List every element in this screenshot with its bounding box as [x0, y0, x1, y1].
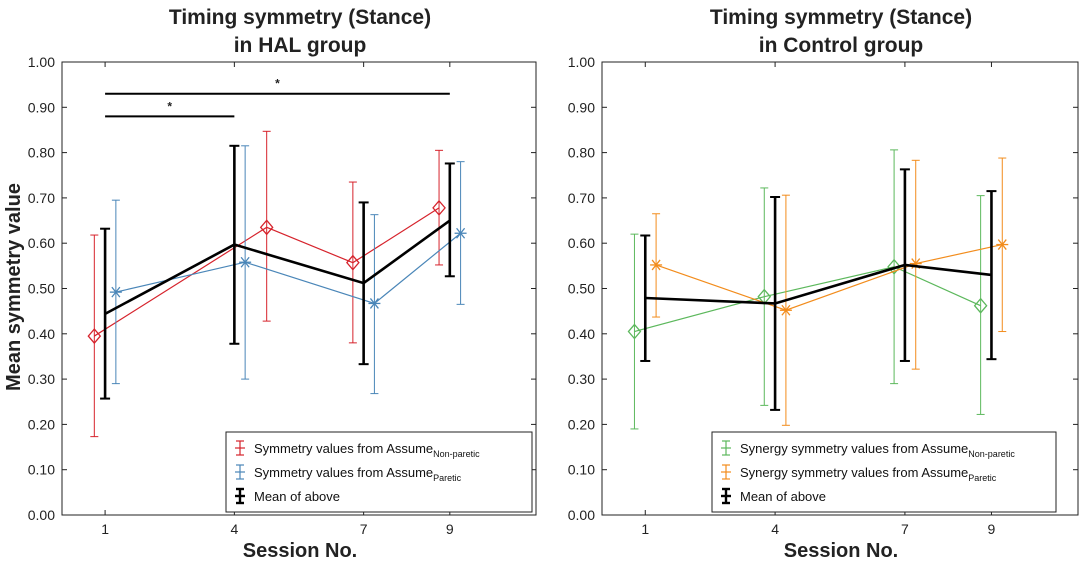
x-tick-label: 4 [230, 521, 238, 537]
data-point-diamond [432, 199, 446, 216]
legend-label: Mean of above [254, 489, 340, 504]
series-line [645, 263, 992, 305]
data-point-asterisk [239, 256, 252, 268]
x-axis-label: Session No. [784, 540, 898, 562]
series-line [115, 232, 461, 305]
asterisk-stroke [997, 239, 1007, 250]
y-tick-label: 0.00 [568, 507, 595, 523]
legend-box [711, 431, 1057, 513]
y-tick-label: 1.00 [28, 54, 55, 70]
x-tick-label: 1 [101, 521, 109, 537]
chart-title-line-1: Timing symmetry (Stance) [710, 6, 972, 29]
data-point-diamond [973, 297, 988, 314]
y-tick-label: 0.60 [568, 235, 595, 251]
significance-label: * [275, 77, 280, 91]
y-tick-label: 0.50 [28, 281, 55, 297]
data-point-asterisk [779, 304, 792, 316]
y-tick-label: 0.20 [568, 416, 595, 432]
asterisk-stroke [651, 259, 661, 271]
y-tick-label: 0.70 [568, 190, 595, 206]
legend-label: Synergy symmetry values from AssumeParet… [740, 465, 997, 483]
y-tick-label: 0.90 [568, 99, 595, 115]
data-point-asterisk [454, 227, 467, 239]
y-tick-label: 0.40 [28, 326, 55, 342]
chart-title-line-2: in Control group [759, 34, 923, 57]
y-tick-label: 0.50 [568, 281, 595, 297]
data-point-asterisk [109, 286, 122, 298]
legend: Synergy symmetry values from AssumeNon-p… [711, 431, 1057, 513]
y-tick-label: 0.80 [28, 145, 55, 161]
x-tick-label: 7 [901, 521, 909, 537]
y-tick-label: 0.10 [28, 462, 55, 478]
asterisk-stroke [781, 304, 791, 316]
legend-label: Symmetry values from AssumeNon-paretic [254, 441, 480, 459]
series-line [93, 207, 440, 337]
asterisk-stroke [111, 286, 121, 298]
legend-label: Symmetry values from AssumeParetic [254, 465, 462, 483]
y-tick-label: 0.70 [28, 190, 55, 206]
hal-group-chart: Timing symmetry (Stance) in HAL group Me… [3, 6, 537, 562]
series-mean [640, 168, 997, 411]
legend-label: Mean of above [740, 489, 826, 504]
data-point-asterisk [650, 259, 663, 271]
legend-box [225, 431, 533, 513]
data-point-diamond [87, 328, 102, 345]
data-point-diamond [346, 254, 360, 271]
x-axis-label: Session No. [243, 540, 357, 562]
data-point-diamond [259, 219, 274, 236]
y-tick-label: 0.00 [28, 507, 55, 523]
x-tick-label: 7 [360, 521, 368, 537]
y-tick-label: 0.30 [568, 371, 595, 387]
series-line [655, 243, 1003, 311]
asterisk-stroke [456, 227, 466, 239]
data-point-diamond [627, 323, 642, 340]
series-0 [627, 149, 988, 430]
series-1 [109, 145, 467, 395]
chart-title-line-1: Timing symmetry (Stance) [169, 6, 431, 29]
y-tick-label: 0.60 [28, 235, 55, 251]
y-tick-label: 0.10 [568, 462, 595, 478]
chart-title-line-2: in HAL group [234, 34, 367, 57]
x-tick-label: 9 [446, 521, 454, 537]
significance-label: * [167, 99, 172, 113]
series-mean [100, 144, 455, 400]
data-point-asterisk [368, 298, 381, 309]
legend: Symmetry values from AssumeNon-paretic Sy… [225, 431, 533, 513]
asterisk-stroke [240, 256, 250, 268]
y-tick-label: 0.20 [28, 416, 55, 432]
series-1 [650, 157, 1009, 426]
series-line [634, 266, 981, 333]
control-group-chart: Timing symmetry (Stance) in Control grou… [568, 6, 1079, 562]
y-tick-label: 1.00 [568, 54, 595, 70]
legend-label: Synergy symmetry values from AssumeNon-p… [740, 441, 1015, 459]
data-point-diamond [887, 258, 901, 275]
series-line [104, 219, 451, 316]
x-tick-label: 4 [771, 521, 779, 537]
x-tick-label: 1 [641, 521, 649, 537]
y-axis-label: Mean symmetry value [3, 183, 25, 391]
y-tick-label: 0.30 [28, 371, 55, 387]
y-tick-label: 0.80 [568, 145, 595, 161]
y-tick-label: 0.90 [28, 99, 55, 115]
asterisk-stroke [369, 298, 379, 309]
y-tick-label: 0.40 [568, 326, 595, 342]
series-0 [87, 130, 446, 438]
x-tick-label: 9 [988, 521, 996, 537]
data-point-asterisk [996, 239, 1009, 250]
